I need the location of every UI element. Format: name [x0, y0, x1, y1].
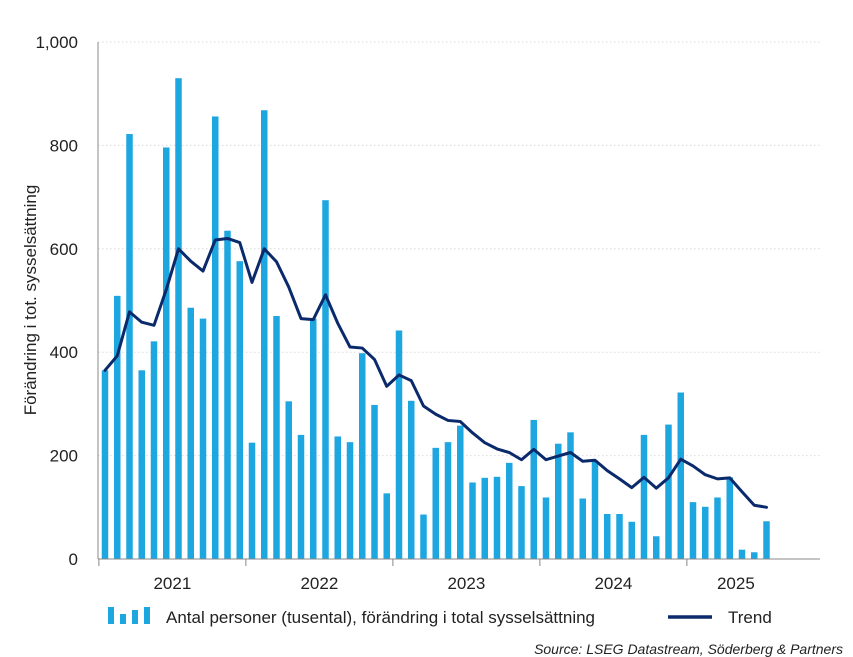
bar	[555, 443, 562, 559]
bar	[236, 261, 243, 559]
bar	[665, 424, 672, 559]
grid-lines	[98, 41, 820, 457]
x-tick-labels: 2021 2022 2023 2024 2025	[153, 574, 754, 593]
y-tick-label: 200	[50, 447, 78, 466]
bar	[273, 316, 280, 559]
bar	[150, 341, 158, 559]
trend-line-group	[103, 236, 768, 509]
bar	[359, 353, 366, 559]
bar	[346, 442, 354, 559]
x-tick-label: 2021	[153, 574, 191, 593]
bar	[604, 514, 611, 559]
bars	[101, 78, 770, 559]
bar	[126, 134, 133, 559]
bar	[689, 502, 697, 559]
bar	[395, 330, 403, 559]
bar	[751, 552, 758, 559]
bar	[114, 295, 121, 559]
bar	[530, 419, 537, 559]
bar	[310, 318, 317, 559]
legend-bar-icon	[108, 607, 150, 624]
bar	[591, 460, 599, 559]
legend-bar-label: Antal personer (tusental), förändring i …	[166, 608, 595, 627]
x-tick-label: 2023	[447, 574, 485, 593]
bar	[677, 392, 684, 559]
bar	[175, 78, 182, 559]
bar	[261, 110, 268, 559]
bar	[224, 230, 231, 559]
bar	[101, 370, 109, 559]
bar	[653, 536, 660, 559]
bar	[444, 442, 452, 559]
bar	[334, 436, 341, 559]
bar	[187, 307, 194, 559]
bar	[408, 400, 415, 559]
bar	[616, 514, 623, 559]
bar	[628, 521, 635, 559]
bar	[506, 462, 513, 559]
bar	[469, 482, 476, 559]
bar	[763, 521, 770, 559]
y-tick-label: 600	[50, 240, 78, 259]
bar	[138, 370, 145, 559]
bar	[248, 442, 256, 559]
bar	[493, 476, 501, 559]
source-note: Source: LSEG Datastream, Söderberg & Par…	[534, 641, 843, 657]
y-tick-label: 1,000	[35, 33, 78, 52]
bar	[738, 549, 746, 559]
y-axis-title: Förändring i tot. sysselsättning	[21, 185, 40, 416]
bar	[383, 493, 390, 559]
bar	[702, 506, 709, 559]
bar	[714, 497, 721, 559]
trend-line	[103, 236, 768, 509]
bar	[542, 497, 550, 559]
bar	[481, 477, 488, 559]
bar	[212, 116, 219, 559]
bar	[457, 425, 464, 559]
bar	[163, 147, 170, 559]
axes	[97, 42, 820, 566]
bar	[297, 434, 305, 559]
bar	[199, 318, 207, 559]
x-tick-label: 2022	[300, 574, 338, 593]
bar	[726, 477, 733, 559]
y-tick-labels: 0 200 400 600 800 1,000	[35, 33, 78, 569]
bar	[518, 486, 525, 559]
y-tick-label: 0	[69, 550, 78, 569]
bar	[432, 447, 439, 559]
y-tick-label: 400	[50, 343, 78, 362]
x-tick-label: 2024	[594, 574, 632, 593]
legend: Antal personer (tusental), förändring i …	[108, 607, 772, 627]
bar	[567, 432, 574, 559]
bar	[640, 434, 648, 559]
bar	[322, 200, 329, 559]
bar	[420, 514, 427, 559]
y-tick-label: 800	[50, 136, 78, 155]
bar	[371, 404, 378, 559]
bar	[579, 498, 586, 559]
bar	[285, 401, 292, 559]
x-tick-label: 2025	[717, 574, 755, 593]
legend-line-label: Trend	[728, 608, 772, 627]
